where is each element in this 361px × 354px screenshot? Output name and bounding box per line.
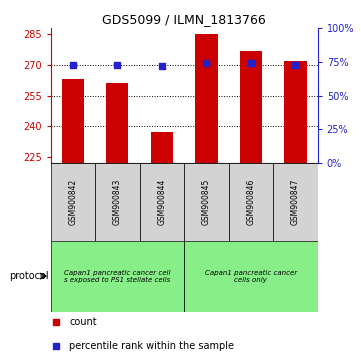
Bar <box>284 61 306 163</box>
Bar <box>184 163 229 241</box>
Point <box>114 62 120 68</box>
Point <box>248 61 254 66</box>
Text: GSM900844: GSM900844 <box>157 178 166 225</box>
Text: protocol: protocol <box>9 271 48 281</box>
Point <box>53 343 59 348</box>
Text: count: count <box>69 317 97 327</box>
Text: percentile rank within the sample: percentile rank within the sample <box>69 341 234 350</box>
Text: Capan1 pancreatic cancer
cells only: Capan1 pancreatic cancer cells only <box>205 269 297 283</box>
Bar <box>140 163 184 241</box>
Text: GSM900845: GSM900845 <box>202 178 211 225</box>
Point <box>204 61 209 66</box>
Bar <box>240 51 262 163</box>
Bar <box>195 34 217 163</box>
Text: GSM900843: GSM900843 <box>113 178 122 225</box>
Text: GSM900847: GSM900847 <box>291 178 300 225</box>
Text: GSM900842: GSM900842 <box>68 179 77 225</box>
Point <box>53 319 59 325</box>
Bar <box>51 163 95 241</box>
Bar <box>51 241 184 312</box>
Bar <box>62 79 84 163</box>
Bar <box>106 83 129 163</box>
Point <box>159 63 165 69</box>
Text: GSM900846: GSM900846 <box>247 178 255 225</box>
Bar <box>95 163 140 241</box>
Title: GDS5099 / ILMN_1813766: GDS5099 / ILMN_1813766 <box>102 13 266 26</box>
Point <box>292 62 298 68</box>
Bar <box>273 163 318 241</box>
Bar <box>151 132 173 163</box>
Text: Capan1 pancreatic cancer cell
s exposed to PS1 stellate cells: Capan1 pancreatic cancer cell s exposed … <box>64 269 171 283</box>
Point <box>70 62 76 68</box>
Bar <box>229 163 273 241</box>
Bar <box>184 241 318 312</box>
